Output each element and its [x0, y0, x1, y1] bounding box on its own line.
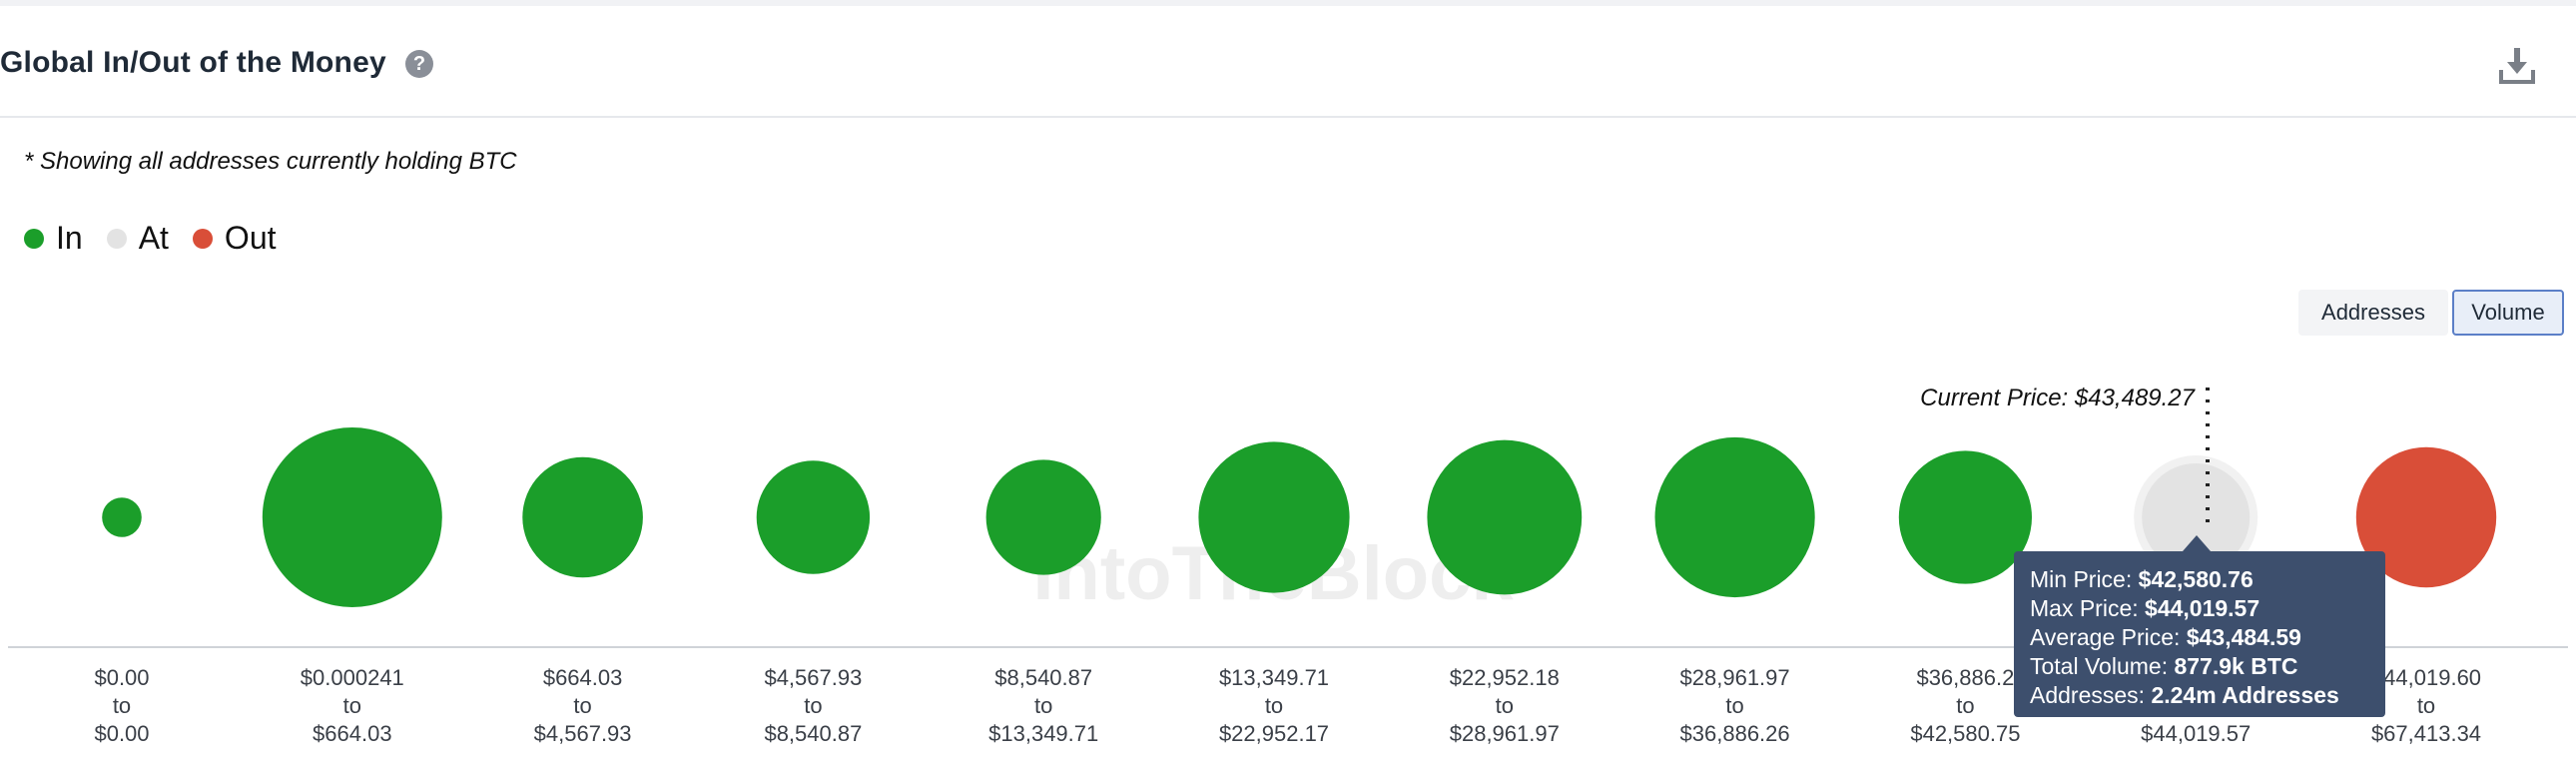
- bubble-in[interactable]: [522, 456, 643, 578]
- download-icon[interactable]: [2498, 46, 2536, 86]
- x-tick-label: to: [804, 693, 822, 718]
- bubble-out[interactable]: [2355, 446, 2497, 588]
- question-circle-icon[interactable]: ?: [405, 50, 433, 78]
- x-tick-label: to: [573, 693, 591, 718]
- tooltip-label: Addresses:: [2030, 682, 2152, 708]
- legend-label-in: In: [56, 220, 83, 256]
- x-tick-label: $36,886.26: [1680, 721, 1790, 746]
- x-tick-label: to: [343, 693, 361, 718]
- tooltip-value: 2.24m Addresses: [2151, 682, 2339, 708]
- bubble-in[interactable]: [1898, 450, 2032, 584]
- addresses-toggle-button[interactable]: Addresses: [2298, 290, 2448, 336]
- legend-item-out[interactable]: Out: [192, 220, 277, 257]
- x-tick-label: $8,540.87: [764, 721, 862, 746]
- x-tick-label: $4,567.93: [764, 665, 862, 690]
- tooltip-label: Max Price:: [2030, 595, 2146, 621]
- tooltip-value: $43,484.59: [2186, 624, 2301, 650]
- tooltip-arrow: [2183, 535, 2211, 551]
- legend-item-in[interactable]: In: [24, 220, 83, 257]
- tooltip-row-max: Max Price: $44,019.57: [2030, 594, 2369, 623]
- legend-item-at[interactable]: At: [106, 220, 169, 257]
- x-tick-label: $28,961.97: [1450, 721, 1560, 746]
- legend-dot-at: [106, 228, 127, 249]
- x-tick-label: to: [1496, 693, 1514, 718]
- top-strip: [0, 0, 2576, 6]
- x-tick-label: $42,580.75: [1910, 721, 2020, 746]
- legend-dot-out: [192, 228, 213, 249]
- tooltip-label: Min Price:: [2030, 566, 2139, 592]
- x-tick-label: $22,952.18: [1450, 665, 1560, 690]
- bubble-in[interactable]: [102, 497, 142, 537]
- x-tick-label: $664.03: [543, 665, 623, 690]
- x-tick-label: $13,349.71: [1219, 665, 1329, 690]
- tooltip-value: $44,019.57: [2145, 595, 2260, 621]
- card-header: Global In/Out of the Money ?: [0, 6, 2576, 118]
- bubble-tooltip: Min Price: $42,580.76 Max Price: $44,019…: [2014, 551, 2385, 717]
- page-title: Global In/Out of the Money: [0, 46, 386, 79]
- chart-legend: In At Out: [24, 220, 301, 257]
- bubble-in[interactable]: [756, 460, 871, 574]
- x-tick-label: to: [2417, 693, 2435, 718]
- x-tick-label: $22,952.17: [1219, 721, 1329, 746]
- tooltip-row-min: Min Price: $42,580.76: [2030, 565, 2369, 594]
- legend-label-out: Out: [224, 220, 277, 256]
- legend-label-at: At: [138, 220, 169, 256]
- x-tick-label: $28,961.97: [1680, 665, 1790, 690]
- x-tick-label: $0.000241: [301, 665, 404, 690]
- bubble-in[interactable]: [1654, 436, 1815, 598]
- tooltip-label: Total Volume:: [2030, 653, 2175, 679]
- tooltip-row-addresses: Addresses: 2.24m Addresses: [2030, 681, 2369, 710]
- bubble-in[interactable]: [1198, 441, 1350, 593]
- tooltip-label: Average Price:: [2030, 624, 2187, 650]
- volume-toggle-button[interactable]: Volume: [2452, 290, 2564, 336]
- x-tick-label: $8,540.87: [994, 665, 1092, 690]
- x-tick-label: to: [1725, 693, 1743, 718]
- bubble-in[interactable]: [1427, 439, 1583, 595]
- x-tick-label: to: [113, 693, 131, 718]
- x-tick-label: $44,019.57: [2141, 721, 2251, 746]
- x-tick-label: $36,886.2: [1916, 665, 2014, 690]
- x-tick-label: $0.00: [94, 665, 149, 690]
- x-tick-label: $0.00: [94, 721, 149, 746]
- legend-dot-in: [24, 228, 44, 249]
- x-tick-label: $13,349.71: [988, 721, 1098, 746]
- x-tick-label: $44,019.60: [2371, 665, 2481, 690]
- x-axis-labels: $0.00 to $0.00 $0.000241 to $664.03 $664.03 to $…: [94, 665, 2481, 746]
- bubble-in[interactable]: [985, 459, 1101, 575]
- x-tick-label: to: [1034, 693, 1052, 718]
- x-tick-label: $4,567.93: [534, 721, 632, 746]
- tooltip-value: $42,580.76: [2138, 566, 2254, 592]
- tooltip-row-average: Average Price: $43,484.59: [2030, 623, 2369, 652]
- x-tick-label: $664.03: [313, 721, 392, 746]
- bubble-in[interactable]: [262, 427, 442, 607]
- holding-note: * Showing all addresses currently holdin…: [24, 148, 517, 175]
- bubble-at[interactable]: [2142, 463, 2251, 571]
- current-price-label: Current Price: $43,489.27: [1920, 385, 2196, 411]
- bubble-series: [102, 427, 2497, 607]
- tooltip-row-volume: Total Volume: 877.9k BTC: [2030, 652, 2369, 681]
- x-tick-label: to: [1265, 693, 1283, 718]
- x-tick-label: to: [1956, 693, 1974, 718]
- tooltip-value: 877.9k BTC: [2174, 653, 2298, 679]
- x-tick-label: $67,413.34: [2371, 721, 2481, 746]
